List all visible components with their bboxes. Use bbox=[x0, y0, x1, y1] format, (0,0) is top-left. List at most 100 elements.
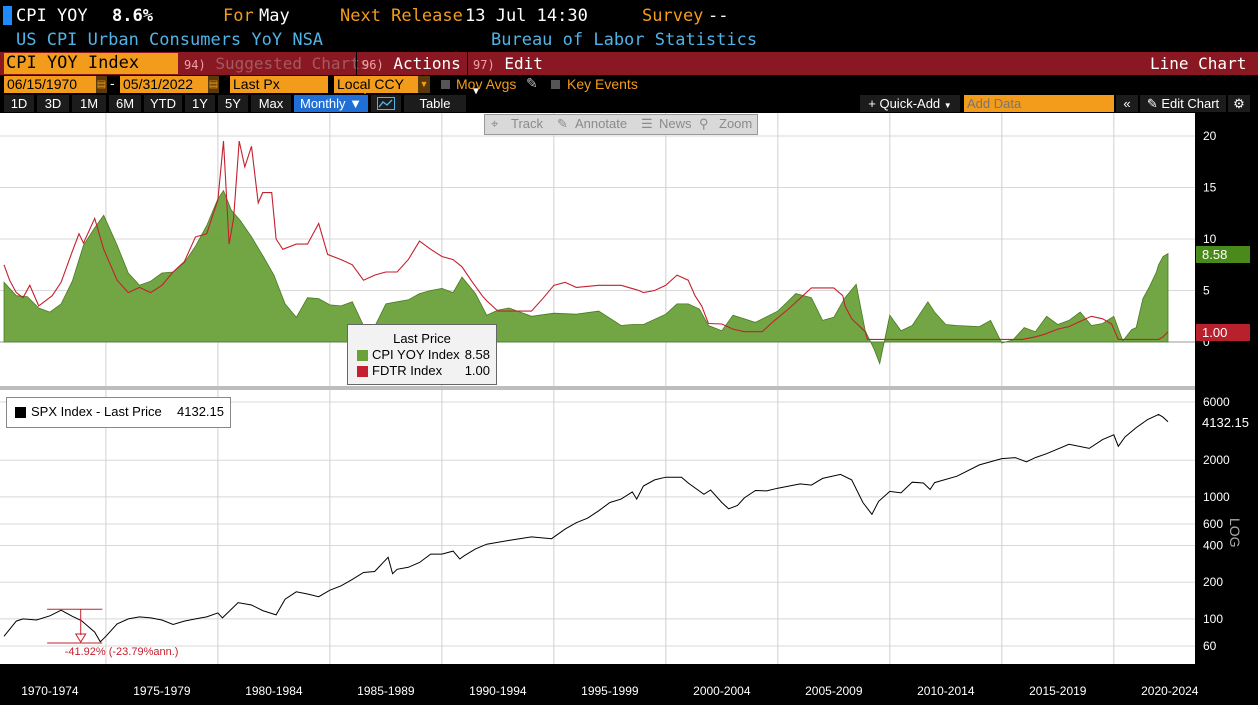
current-value: 8.6% bbox=[112, 6, 153, 26]
range-max-button[interactable]: Max bbox=[251, 95, 291, 112]
x-tick-label: 2010-2014 bbox=[917, 684, 975, 698]
top-y-tick-label: 0 bbox=[1203, 335, 1210, 349]
x-tick-label: 1970-1974 bbox=[21, 684, 79, 698]
edit-label: Edit bbox=[504, 54, 543, 73]
security-color-bar bbox=[3, 6, 12, 25]
track-button[interactable]: Track bbox=[511, 116, 544, 131]
key-events-label[interactable]: Key Events bbox=[567, 76, 638, 92]
drawdown-arrow-icon bbox=[74, 633, 87, 643]
suggested-charts-menu[interactable]: 94) Suggested Charts bbox=[184, 52, 369, 75]
x-tick-label: 1990-1994 bbox=[469, 684, 527, 698]
spx-last-value-tag: 4132.15 bbox=[1202, 414, 1249, 430]
bottom-y-tick-label: 600 bbox=[1203, 517, 1223, 531]
range-controls-row: 1D 3D 1M 6M YTD 1Y 5Y Max Monthly ▼ Tabl… bbox=[0, 94, 1258, 113]
edit-chart-pencil-icon: ✎ bbox=[1146, 96, 1158, 111]
line-chart-icon-button[interactable] bbox=[371, 95, 401, 112]
top-y-tick-label: 20 bbox=[1203, 129, 1217, 143]
range-3d-button[interactable]: 3D bbox=[37, 95, 69, 112]
drawdown-annotation-label: -41.92% (-23.79%ann.) bbox=[65, 646, 179, 658]
bottom-y-tick-label: 1000 bbox=[1203, 490, 1230, 504]
annotate-button[interactable]: Annotate bbox=[575, 116, 628, 131]
end-date-field[interactable]: 05/31/2022 bbox=[120, 76, 208, 93]
bottom-y-tick-label: 400 bbox=[1203, 538, 1223, 552]
date-separator: - bbox=[110, 75, 115, 91]
cpi-last-value-tag: 8.58 bbox=[1196, 245, 1250, 263]
edit-chart-button[interactable]: ✎ Edit Chart bbox=[1140, 95, 1226, 112]
mov-avgs-checkbox[interactable] bbox=[441, 80, 450, 89]
suggested-charts-label: Suggested Charts bbox=[215, 54, 370, 73]
bottom-y-axis: 60 100 200 400 600 1000 2000 6000 bbox=[1203, 395, 1230, 653]
actions-menu[interactable]: 96) Actions ▼ bbox=[356, 52, 472, 97]
edit-chart-label: Edit Chart bbox=[1161, 96, 1220, 111]
date-controls-row: 06/15/1970 ▤ - 05/31/2022 ▤ Last Px Loca… bbox=[0, 75, 1258, 94]
range-1d-button[interactable]: 1D bbox=[4, 95, 34, 112]
mov-avgs-label[interactable]: Mov Avgs bbox=[456, 76, 517, 92]
zoom-button[interactable]: Zoom bbox=[719, 116, 753, 131]
security-field[interactable]: CPI YOY Index bbox=[4, 53, 178, 74]
range-6m-button[interactable]: 6M bbox=[109, 95, 141, 112]
legend-spx-value: 4132.15 bbox=[177, 404, 224, 419]
top-plot-background bbox=[0, 113, 1195, 386]
range-1m-button[interactable]: 1M bbox=[72, 95, 106, 112]
actions-number: 96) bbox=[362, 58, 384, 72]
quick-add-label: + Quick-Add bbox=[868, 96, 941, 111]
fdtr-line bbox=[3, 140, 1169, 340]
x-tick-label: 1995-1999 bbox=[581, 684, 639, 698]
bottom-legend[interactable]: SPX Index - Last Price 4132.15 bbox=[6, 397, 231, 428]
panel-divider[interactable] bbox=[0, 386, 1195, 390]
legend-fdtr-name: FDTR Index bbox=[372, 363, 443, 378]
drawdown-annotation-group: -41.92% (-23.79%ann.) bbox=[47, 608, 179, 658]
legend-title: Last Price bbox=[393, 331, 451, 346]
bottom-y-tick-label: 6000 bbox=[1203, 395, 1230, 409]
currency-selector[interactable]: Local CCY bbox=[334, 76, 418, 93]
top-y-tick-label: 5 bbox=[1203, 284, 1210, 298]
news-button[interactable]: News bbox=[659, 116, 692, 131]
x-axis: 1970-1974 1975-1979 1980-1984 1985-1989 1990… bbox=[21, 684, 1199, 698]
start-date-field[interactable]: 06/15/1970 bbox=[4, 76, 96, 93]
start-calendar-icon[interactable]: ▤ bbox=[96, 76, 107, 93]
settings-gear-icon[interactable]: ⚙ bbox=[1228, 95, 1250, 112]
top-y-tick-label: 10 bbox=[1203, 232, 1217, 246]
range-5y-button[interactable]: 5Y bbox=[218, 95, 248, 112]
x-tick-label: 2005-2009 bbox=[805, 684, 863, 698]
x-tick-label: 1985-1989 bbox=[357, 684, 415, 698]
next-release-value: 13 Jul 14:30 bbox=[465, 6, 588, 26]
menu-bar: CPI YOY Index 94) Suggested Charts 96) A… bbox=[0, 52, 1258, 97]
range-1y-button[interactable]: 1Y bbox=[185, 95, 215, 112]
key-events-checkbox[interactable] bbox=[551, 80, 560, 89]
cpi-area bbox=[3, 189, 1169, 366]
legend-cpi-swatch bbox=[357, 350, 368, 361]
ticker-label: CPI YOY bbox=[16, 6, 88, 26]
quick-add-button[interactable]: + Quick-Add ▼ bbox=[860, 95, 960, 112]
currency-dropdown-icon[interactable]: ▼ bbox=[418, 76, 430, 93]
add-data-input[interactable] bbox=[964, 95, 1114, 112]
survey-label: Survey bbox=[642, 6, 704, 26]
data-source: Bureau of Labor Statistics bbox=[491, 30, 758, 50]
pencil-icon[interactable]: ✎ bbox=[526, 75, 538, 91]
track-icon: ⌖ bbox=[491, 116, 499, 131]
table-button[interactable]: Table bbox=[404, 95, 466, 112]
legend-spx-name: SPX Index - Last Price bbox=[31, 404, 162, 419]
zoom-icon: ⚲ bbox=[699, 116, 709, 131]
x-tick-label: 1980-1984 bbox=[245, 684, 303, 698]
collapse-icon[interactable]: « bbox=[1116, 95, 1138, 112]
bottom-y-tick-label: 2000 bbox=[1203, 453, 1230, 467]
top-legend[interactable]: Last Price CPI YOY Index 8.58 FDTR Index… bbox=[347, 324, 497, 385]
fdtr-last-value-tag: 1.00 bbox=[1196, 323, 1250, 341]
range-ytd-button[interactable]: YTD bbox=[144, 95, 182, 112]
chart-canvas[interactable]: 0 5 10 15 20 60 100 200 400 600 1000 2000 6000 1970… bbox=[0, 113, 1258, 705]
end-calendar-icon[interactable]: ▤ bbox=[208, 76, 219, 93]
top-y-axis: 0 5 10 15 20 bbox=[1203, 129, 1217, 349]
chart-type-label[interactable]: Line Chart bbox=[1150, 54, 1247, 73]
x-tick-label: 2020-2024 bbox=[1141, 684, 1199, 698]
security-description-row: US CPI Urban Consumers YoY NSA Bureau of… bbox=[0, 30, 1258, 52]
annotate-icon: ✎ bbox=[557, 116, 568, 131]
frequency-selector[interactable]: Monthly ▼ bbox=[294, 95, 368, 112]
field-selector[interactable]: Last Px bbox=[230, 76, 328, 93]
edit-menu[interactable]: 97) Edit ▼ bbox=[467, 52, 553, 97]
bottom-y-tick-label: 200 bbox=[1203, 575, 1223, 589]
spx-line bbox=[3, 413, 1169, 643]
x-tick-label: 2000-2004 bbox=[693, 684, 751, 698]
log-axis-label: LOG bbox=[1227, 518, 1243, 548]
top-series-group bbox=[3, 140, 1169, 366]
